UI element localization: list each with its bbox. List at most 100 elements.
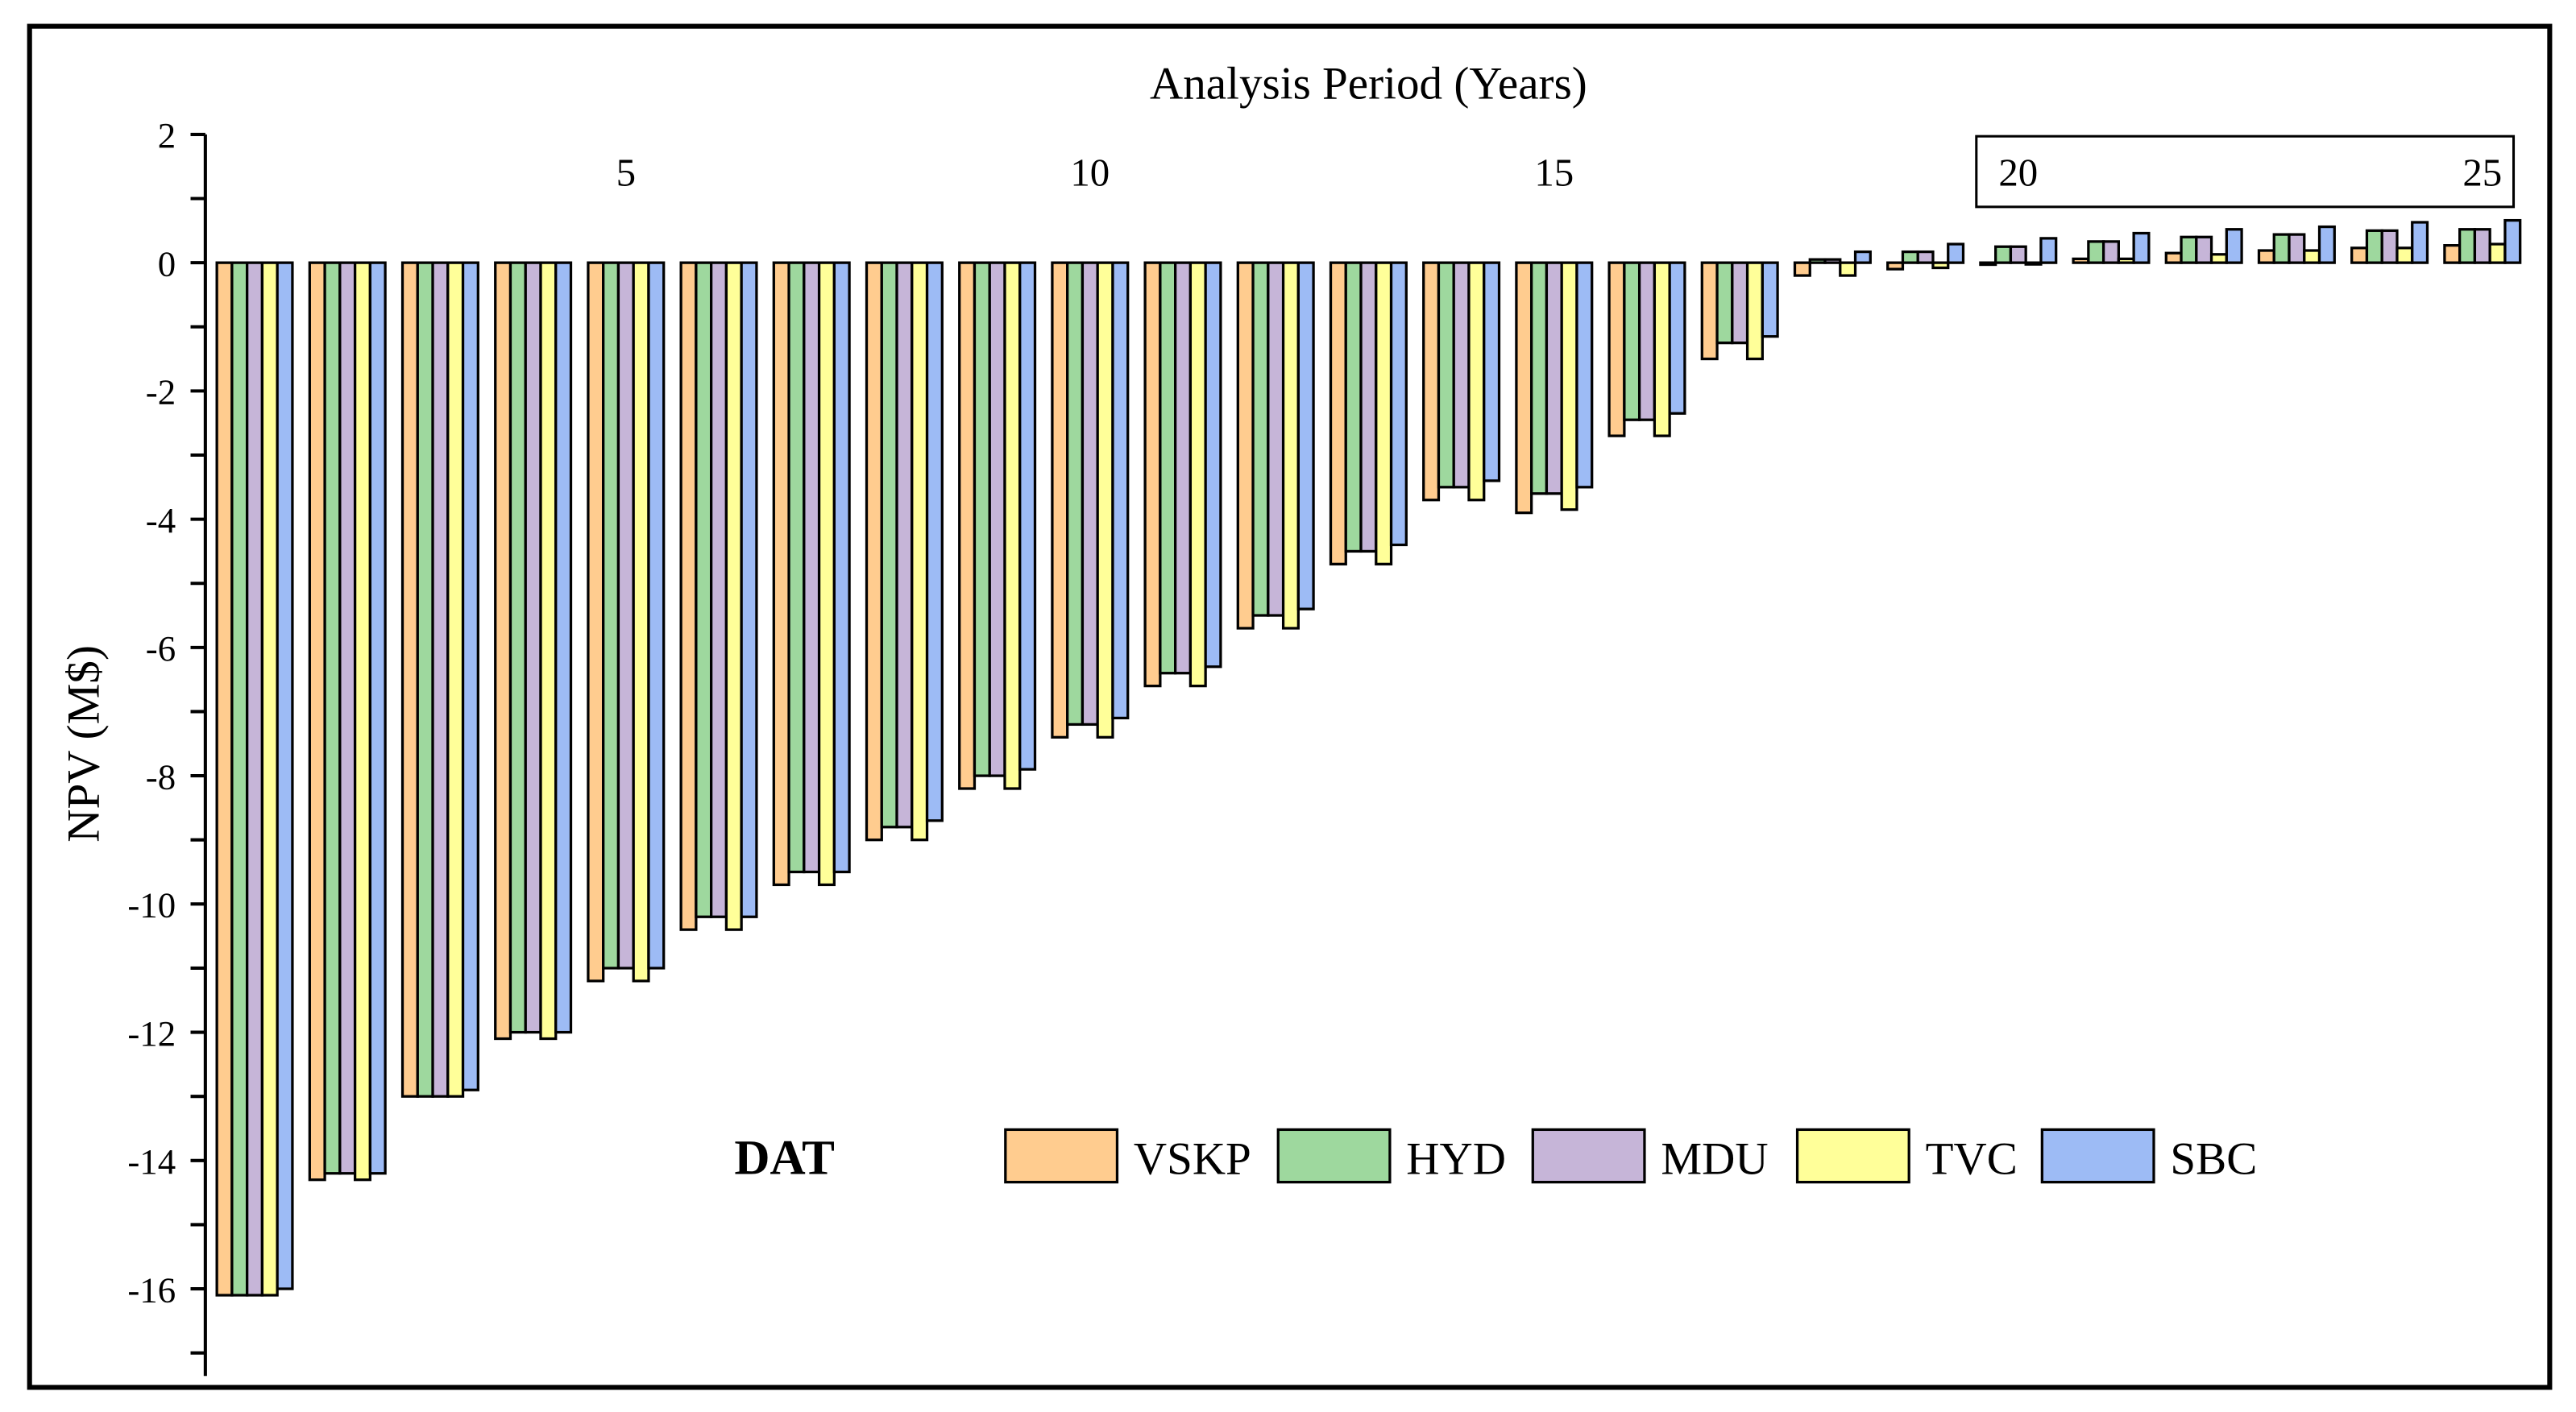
legend: DAT VSKP HYD MDU TVC SBC [734, 1128, 2257, 1185]
bar-mdu-year-17 [1731, 261, 1749, 345]
bar-vskp-year-12 [1236, 261, 1255, 630]
bar-tvc-year-23 [2303, 249, 2321, 264]
bar-tvc-year-25 [2488, 242, 2507, 264]
bar-sbc-year-15 [1575, 261, 1594, 489]
bar-vskp-year-13 [1329, 261, 1347, 565]
bar-group-year-10 [1051, 261, 1130, 739]
bar-vskp-year-9 [958, 261, 977, 790]
legend-swatch-sbc [2040, 1128, 2155, 1184]
bar-vskp-year-24 [2350, 246, 2369, 264]
bar-group-year-22 [2164, 228, 2243, 264]
bar-mdu-year-4 [524, 261, 542, 1034]
bar-mdu-year-9 [988, 261, 1006, 777]
bar-vskp-year-14 [1422, 261, 1441, 502]
bar-hyd-year-9 [973, 261, 991, 777]
bar-tvc-year-10 [1096, 261, 1114, 739]
bar-mdu-year-11 [1174, 261, 1193, 675]
bar-tvc-year-13 [1375, 261, 1393, 565]
bar-mdu-year-2 [338, 261, 357, 1175]
x-axis-title: Analysis Period (Years) [1150, 58, 1587, 109]
legend-label-sbc: SBC [2170, 1133, 2257, 1184]
bar-sbc-year-22 [2225, 228, 2243, 264]
bar-mdu-year-6 [710, 261, 728, 918]
bar-hyd-year-6 [695, 261, 713, 918]
bar-sbc-year-4 [554, 261, 573, 1034]
x-tick-label: 10 [1070, 150, 1110, 194]
bar-sbc-year-16 [1668, 261, 1686, 415]
bar-tvc-year-17 [1745, 261, 1764, 361]
bar-vskp-year-16 [1607, 261, 1626, 437]
bar-group-year-25 [2443, 218, 2522, 264]
bar-vskp-year-10 [1051, 261, 1069, 739]
y-tick-label: -16 [127, 1269, 176, 1310]
bar-mdu-year-1 [246, 261, 264, 1297]
bar-vskp-year-20 [1979, 261, 1997, 267]
y-tick-label: -10 [127, 885, 176, 925]
bar-hyd-year-10 [1066, 261, 1085, 727]
legend-swatch-vskp [1004, 1128, 1119, 1184]
bar-sbc-year-3 [461, 261, 479, 1091]
bar-sbc-year-11 [1204, 261, 1222, 669]
bar-group-year-13 [1329, 261, 1408, 565]
bar-mdu-year-5 [616, 261, 635, 970]
bar-vskp-year-19 [1886, 261, 1905, 271]
bar-sbc-year-18 [1853, 250, 1872, 264]
bar-hyd-year-11 [1159, 261, 1177, 675]
bar-group-year-5 [587, 261, 666, 983]
bar-hyd-year-19 [1901, 250, 1919, 264]
legend-label-mdu: MDU [1661, 1133, 1768, 1184]
bar-mdu-year-25 [2473, 228, 2491, 264]
bar-group-year-19 [1886, 242, 1965, 271]
bar-hyd-year-1 [230, 261, 249, 1297]
bar-hyd-year-15 [1530, 261, 1549, 495]
bar-group-year-20 [1979, 237, 2058, 267]
bar-mdu-year-12 [1267, 261, 1285, 617]
legend-label-vskp: VSKP [1134, 1133, 1251, 1184]
bar-hyd-year-12 [1251, 261, 1270, 617]
legend-label-hyd: HYD [1406, 1133, 1506, 1184]
bar-tvc-year-22 [2209, 253, 2228, 264]
bar-mdu-year-16 [1637, 261, 1657, 421]
bar-sbc-year-24 [2411, 221, 2429, 264]
bar-group-year-14 [1422, 261, 1501, 502]
bar-hyd-year-23 [2272, 233, 2291, 264]
bar-group-year-12 [1236, 261, 1315, 630]
bar-vskp-year-7 [772, 261, 790, 887]
legend-label-tvc: TVC [1926, 1133, 2018, 1184]
bar-sbc-year-2 [368, 261, 387, 1175]
bar-tvc-year-16 [1653, 261, 1671, 437]
y-tick-label: -8 [146, 756, 176, 797]
x-tick-label: 25 [2462, 150, 2502, 194]
bar-sbc-year-21 [2132, 231, 2151, 264]
bar-sbc-year-17 [1761, 261, 1779, 338]
bar-group-year-16 [1607, 261, 1686, 437]
y-tick-label: -2 [146, 372, 176, 412]
bar-sbc-year-9 [1018, 261, 1037, 771]
y-axis-title: NPV (M$) [58, 645, 109, 843]
bar-mdu-year-23 [2288, 233, 2306, 264]
bar-mdu-year-14 [1452, 261, 1471, 489]
bar-group-year-15 [1515, 261, 1594, 515]
bar-mdu-year-8 [895, 261, 914, 829]
bar-hyd-year-2 [323, 261, 342, 1175]
bar-vskp-year-1 [215, 261, 234, 1297]
bar-vskp-year-22 [2164, 251, 2183, 264]
bar-vskp-year-5 [587, 261, 605, 983]
bar-hyd-year-14 [1437, 261, 1455, 489]
x-tick-label: 20 [1998, 150, 2038, 194]
bar-group-year-17 [1700, 261, 1779, 361]
bar-mdu-year-3 [431, 261, 450, 1098]
bar-mdu-year-19 [1916, 250, 1935, 264]
bar-vskp-year-6 [679, 261, 698, 931]
bar-tvc-year-24 [2396, 246, 2414, 264]
bar-mdu-year-18 [1823, 258, 1842, 264]
bar-mdu-year-24 [2380, 229, 2399, 264]
highlight-box-20-25 [1975, 135, 2516, 209]
bar-hyd-year-20 [1994, 245, 2013, 264]
bar-group-year-2 [308, 261, 387, 1182]
bar-sbc-year-25 [2503, 218, 2522, 264]
bar-mdu-year-10 [1081, 261, 1099, 727]
bar-group-year-6 [679, 261, 758, 931]
bar-sbc-year-12 [1296, 261, 1315, 611]
